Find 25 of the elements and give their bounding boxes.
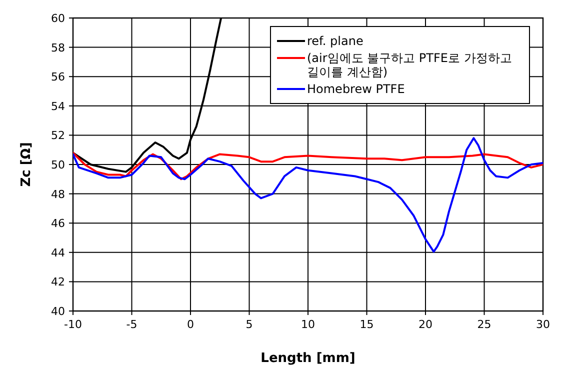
legend-label: Homebrew PTFE xyxy=(307,82,405,96)
x-tick-label: 30 xyxy=(536,318,550,331)
x-tick-label: 15 xyxy=(360,318,374,331)
y-tick-label: 46 xyxy=(51,217,65,230)
y-tick-label: 40 xyxy=(51,305,65,318)
y-tick-label: 58 xyxy=(51,41,65,54)
y-tick-label: 48 xyxy=(51,188,65,201)
y-tick-label: 54 xyxy=(51,100,65,113)
y-axis-title: Zc [Ω] xyxy=(19,142,34,187)
x-tick-label: 5 xyxy=(246,318,253,331)
x-tick-label: -5 xyxy=(126,318,138,331)
y-tick-label: 44 xyxy=(51,246,65,260)
y-tick-label: 42 xyxy=(51,276,65,289)
legend-label: (air임에도 불구하고 PTFE로 가정하고 길이를 계산함) xyxy=(307,51,513,79)
y-tick-label: 60 xyxy=(51,12,65,25)
y-tick-label: 52 xyxy=(51,129,65,142)
x-tick-label: -10 xyxy=(64,318,82,331)
x-tick-label: 20 xyxy=(418,318,432,331)
y-tick-label: 56 xyxy=(51,70,65,84)
legend-label: ref. plane xyxy=(307,34,364,48)
y-tick-label: 50 xyxy=(51,158,65,172)
x-tick-label: 0 xyxy=(187,318,194,331)
x-tick-label: 25 xyxy=(477,318,492,331)
x-tick-label: 10 xyxy=(301,318,315,331)
x-axis-title: Length [mm] xyxy=(260,351,356,366)
